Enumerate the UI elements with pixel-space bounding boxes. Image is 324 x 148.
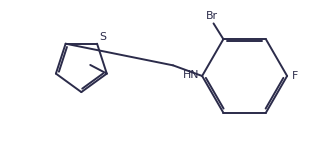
- Text: Br: Br: [206, 11, 218, 21]
- Text: F: F: [292, 71, 298, 81]
- Text: HN: HN: [182, 70, 199, 80]
- Text: S: S: [99, 32, 106, 42]
